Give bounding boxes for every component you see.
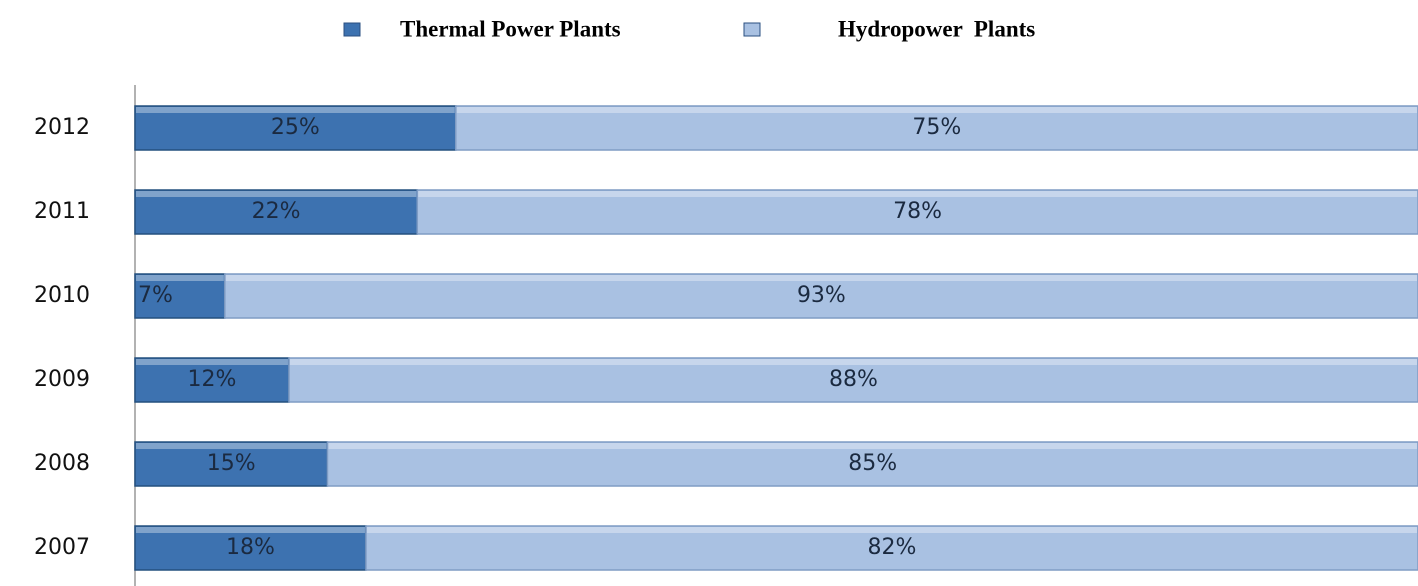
data-label: 18% xyxy=(226,535,275,560)
bar-highlight xyxy=(136,275,224,281)
data-label: 88% xyxy=(829,367,878,392)
legend-swatch xyxy=(743,22,761,37)
y-tick-label: 2009 xyxy=(34,367,90,392)
data-label: 93% xyxy=(797,283,846,308)
bar-segment xyxy=(134,525,367,571)
bar-segment xyxy=(134,357,290,403)
bar-highlight xyxy=(225,275,1417,281)
bar-highlight xyxy=(136,107,455,113)
bar-segment xyxy=(134,273,226,319)
legend-label: Thermal Power Plants xyxy=(400,16,621,41)
bar-highlight xyxy=(136,359,288,365)
y-tick-label: 2008 xyxy=(34,451,90,476)
data-label: 85% xyxy=(848,451,897,476)
data-label: 25% xyxy=(271,115,320,140)
bar-highlight xyxy=(289,359,1418,365)
bar-highlight xyxy=(456,107,1417,113)
bar-highlight xyxy=(418,191,1417,197)
y-tick-label: 2010 xyxy=(34,283,90,308)
data-label: 15% xyxy=(207,451,256,476)
bar-segment xyxy=(134,441,329,487)
data-label: 22% xyxy=(252,199,301,224)
data-label: 12% xyxy=(188,367,237,392)
bar-segment xyxy=(288,357,1418,403)
data-label: 78% xyxy=(893,199,942,224)
y-tick-label: 2011 xyxy=(34,199,90,224)
bar-segment xyxy=(326,441,1418,487)
bar-highlight xyxy=(136,191,417,197)
y-tick-label: 2007 xyxy=(34,535,90,560)
bar-highlight xyxy=(328,443,1418,449)
data-label: 82% xyxy=(868,535,917,560)
bar-highlight xyxy=(366,527,1418,533)
bar-segment xyxy=(224,273,1418,319)
data-label: 75% xyxy=(912,115,961,140)
bar-segment xyxy=(134,189,419,235)
bar-segment xyxy=(416,189,1418,235)
legend-label: Hydropower Plants xyxy=(838,16,1035,41)
data-label: 7% xyxy=(138,283,173,308)
bar-segment xyxy=(365,525,1418,571)
bar-segment xyxy=(455,105,1418,151)
y-tick-label: 2012 xyxy=(34,115,90,140)
bar-highlight xyxy=(136,527,365,533)
legend-swatch xyxy=(343,22,361,37)
bar-highlight xyxy=(136,443,327,449)
